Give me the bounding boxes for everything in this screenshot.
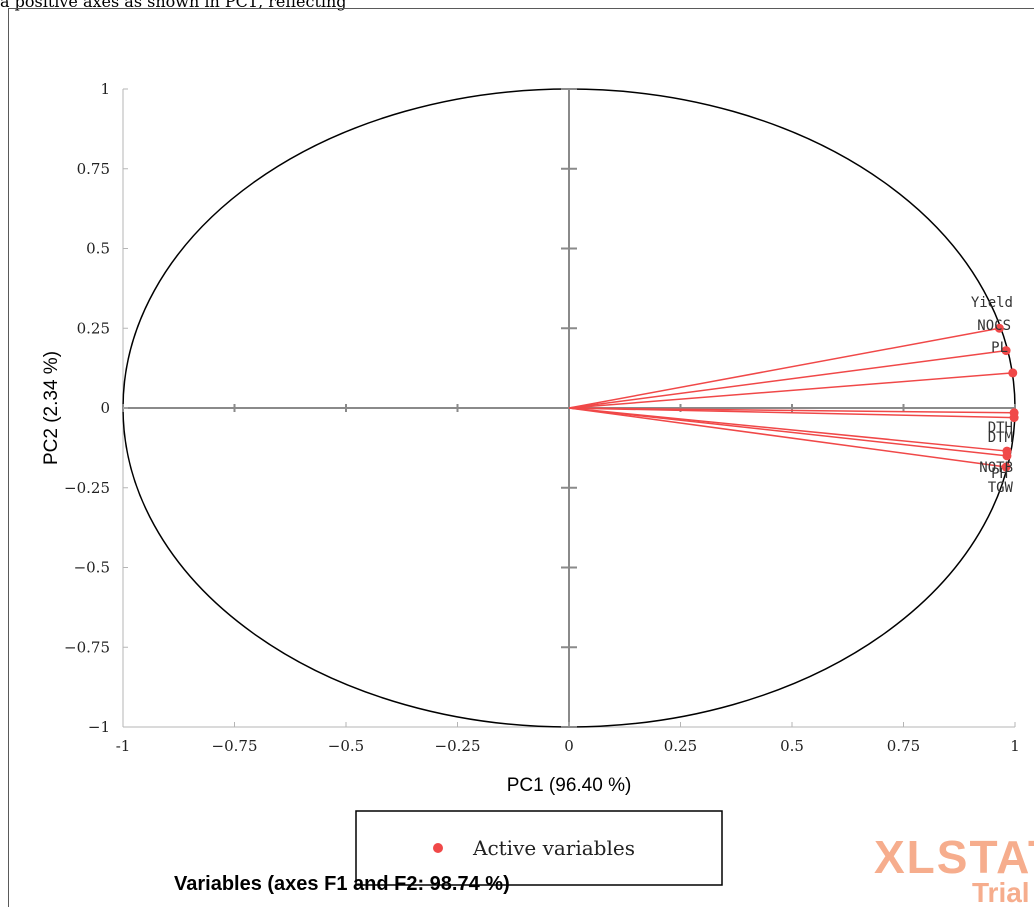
- loading-point-ph: [1002, 451, 1012, 461]
- y-tick-label: −0.5: [74, 559, 110, 577]
- y-tick-label: 1: [100, 80, 110, 98]
- x-axis-title: PC1 (96.40 %): [507, 775, 632, 796]
- x-tick-label: -1: [116, 737, 131, 755]
- variable-label-ph: PH: [991, 466, 1008, 482]
- loading-vector-dth: [568, 407, 1015, 414]
- loading-vector-yield: [568, 327, 1000, 409]
- loading-vector-dtm: [568, 407, 1015, 419]
- watermark-edition: Trial: [972, 877, 1030, 907]
- loading-vector-tgw: [568, 407, 1007, 468]
- variable-label-pl: PL: [991, 340, 1008, 356]
- legend-frame: [355, 810, 723, 886]
- loading-point-dtm: [1009, 413, 1019, 423]
- loading-vector-nocs: [568, 349, 1007, 409]
- loading-point-tgw: [1001, 462, 1011, 472]
- y-tick-label: 0.5: [86, 240, 110, 258]
- variable-label-tgw: TGW: [988, 480, 1014, 496]
- x-tick-label: 0.75: [887, 737, 920, 755]
- y-tick-label: 0: [100, 399, 110, 417]
- loading-point-yield: [994, 323, 1004, 333]
- y-tick-label: 0.75: [77, 160, 110, 178]
- legend-label: Active variables: [472, 836, 635, 860]
- y-tick-label: 0.25: [77, 319, 110, 337]
- variable-label-notb: NOTB: [979, 460, 1013, 476]
- ticks-layer: -1 −0.75 −0.5 −0.25 0 0.25 0.5 0.75 1 1 0.75 0.5 0.2…: [64, 80, 1020, 755]
- x-tick-label: 1: [1010, 737, 1020, 755]
- variable-label-nocs: NOCS: [977, 318, 1011, 334]
- y-tick-label: −1: [88, 718, 110, 736]
- y-tick-label: −0.25: [64, 479, 110, 497]
- legend-box: Active variables: [355, 810, 723, 886]
- loading-vector-pl: [568, 372, 1013, 409]
- y-axis-title: PC2 (2.34 %): [41, 351, 62, 465]
- variable-label-dtm: DTM: [988, 430, 1013, 446]
- x-tick-label: −0.75: [212, 737, 258, 755]
- legend-marker: [433, 843, 443, 853]
- x-tick-label: 0.25: [664, 737, 697, 755]
- x-tick-label: −0.5: [328, 737, 364, 755]
- x-tick-label: 0: [564, 737, 574, 755]
- chart-caption: Variables (axes F1 and F2: 98.74 %): [174, 873, 510, 895]
- loading-point-pl: [1008, 368, 1018, 378]
- x-tick-label: −0.25: [435, 737, 481, 755]
- variable-label-yield: Yield: [971, 295, 1013, 311]
- vectors-layer: [568, 323, 1019, 472]
- loading-point-nocs: [1001, 346, 1011, 356]
- loading-vector-ph: [568, 407, 1008, 457]
- variable-label-dth: DTH: [988, 420, 1013, 436]
- loading-vector-notb: [568, 407, 1008, 452]
- x-tick-label: 0.5: [780, 737, 804, 755]
- chart-frame: [8, 8, 1034, 907]
- top-text: a positive axes as shown in PC1, reflect…: [0, 0, 347, 11]
- y-tick-label: −0.75: [64, 638, 110, 656]
